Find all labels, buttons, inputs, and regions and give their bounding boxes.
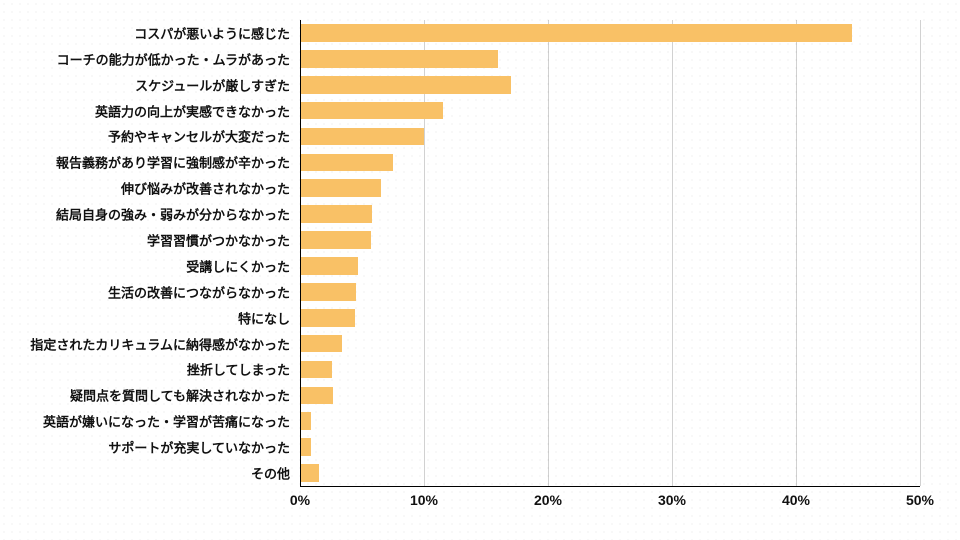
gridline [920,20,921,486]
x-tick-label: 20% [534,492,562,508]
category-label: 伸び悩みが改善されなかった [121,179,300,198]
bar [300,76,511,94]
bar-row: 学習習慣がつかなかった [300,231,920,249]
bar [300,102,443,120]
bar [300,464,319,482]
category-label: その他 [251,464,300,483]
bar [300,205,372,223]
gridline [548,20,549,486]
bar-row: 報告義務があり学習に強制感が辛かった [300,154,920,172]
category-label: コーチの能力が低かった・ムラがあった [57,49,300,68]
category-label: スケジュールが厳しすぎた [135,75,300,94]
x-tick-label: 50% [906,492,934,508]
bar-row: 英語が嫌いになった・学習が苦痛になった [300,412,920,430]
category-label: 英語が嫌いになった・学習が苦痛になった [43,412,300,431]
category-label: 報告義務があり学習に強制感が辛かった [56,153,300,172]
category-label: 受講しにくかった [186,256,300,275]
category-label: 予約やキャンセルが大変だった [108,127,300,146]
bar-row: 伸び悩みが改善されなかった [300,179,920,197]
x-tick-label: 10% [410,492,438,508]
gridline [672,20,673,486]
bar-row: その他 [300,464,920,482]
bar-row: サポートが充実していなかった [300,438,920,456]
category-label: コスパが悪いように感じた [134,23,300,42]
bar [300,387,333,405]
plot-area: コスパが悪いように感じたコーチの能力が低かった・ムラがあったスケジュールが厳しす… [300,20,920,486]
category-label: 英語力の向上が実感できなかった [95,101,300,120]
category-label: 結局自身の強み・弱みが分からなかった [56,205,300,224]
x-tick-label: 0% [290,492,310,508]
bar [300,231,371,249]
category-label: 特になし [238,308,300,327]
bar-row: 英語力の向上が実感できなかった [300,102,920,120]
bar-row: 受講しにくかった [300,257,920,275]
category-label: 生活の改善につながらなかった [108,282,300,301]
bar-row: 生活の改善につながらなかった [300,283,920,301]
bar [300,412,311,430]
bar-row: 挫折してしまった [300,361,920,379]
bar [300,50,498,68]
bar-row: 予約やキャンセルが大変だった [300,128,920,146]
bar [300,309,355,327]
category-label: 指定されたカリキュラムに納得感がなかった [30,334,300,353]
category-label: 疑問点を質問しても解決されなかった [70,386,300,405]
bar [300,128,424,146]
bar [300,335,342,353]
bar-row: コスパが悪いように感じた [300,24,920,42]
category-label: 挫折してしまった [187,360,300,379]
bar [300,257,358,275]
bar [300,154,393,172]
x-tick-label: 40% [782,492,810,508]
y-axis-line [300,20,301,486]
category-label: 学習習慣がつかなかった [147,231,300,250]
bar [300,283,356,301]
bar [300,438,311,456]
bar-row: 疑問点を質問しても解決されなかった [300,387,920,405]
bar-row: コーチの能力が低かった・ムラがあった [300,50,920,68]
survey-bar-chart: コスパが悪いように感じたコーチの能力が低かった・ムラがあったスケジュールが厳しす… [0,0,960,540]
bar-row: 指定されたカリキュラムに納得感がなかった [300,335,920,353]
gridline [796,20,797,486]
bar [300,361,332,379]
x-tick-label: 30% [658,492,686,508]
bar [300,179,381,197]
x-axis-line [300,486,920,487]
bar [300,24,852,42]
bar-row: 特になし [300,309,920,327]
bar-row: 結局自身の強み・弱みが分からなかった [300,205,920,223]
category-label: サポートが充実していなかった [108,438,300,457]
bar-row: スケジュールが厳しすぎた [300,76,920,94]
